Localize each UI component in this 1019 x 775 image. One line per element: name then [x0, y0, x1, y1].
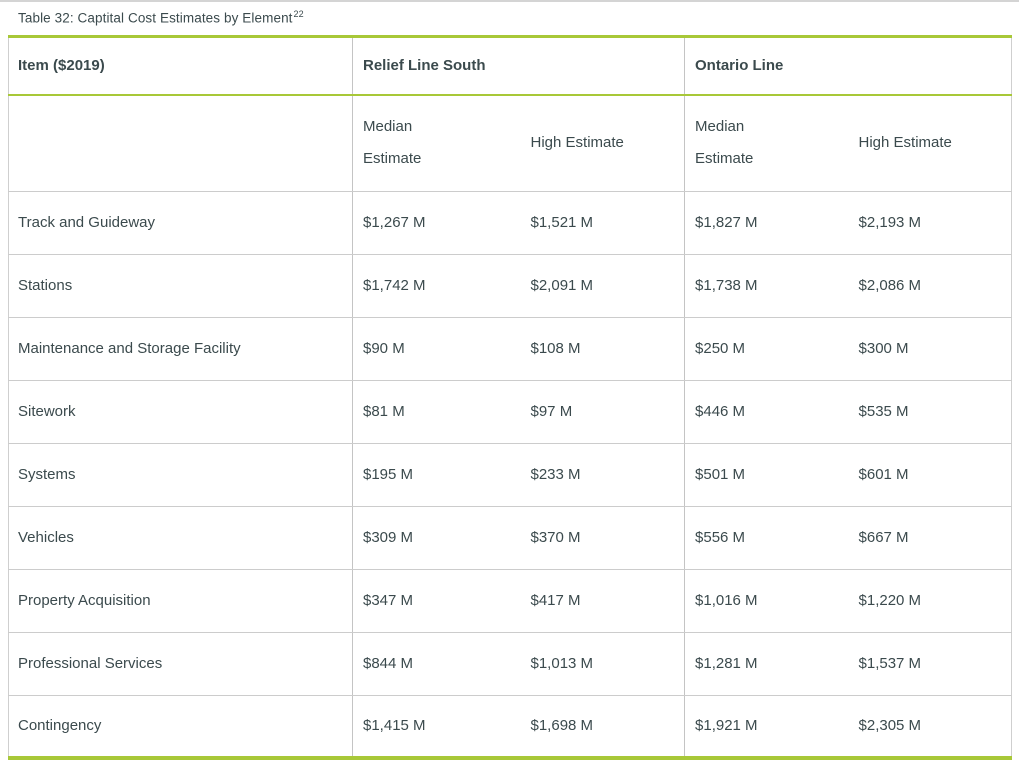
- table-row: Stations $1,742 M $2,091 M $1,738 M $2,0…: [8, 254, 1012, 318]
- item-cell: Vehicles: [8, 506, 353, 570]
- top-divider: [0, 0, 1019, 2]
- value-cell: $1,742 M: [352, 254, 521, 318]
- value-cell: $347 M: [352, 569, 521, 633]
- value-cell: $844 M: [352, 632, 521, 696]
- value-cell: $1,537 M: [848, 632, 1012, 696]
- value-cell: $1,921 M: [684, 695, 849, 759]
- item-cell: Property Acquisition: [8, 569, 353, 633]
- item-cell: Track and Guideway: [8, 191, 353, 255]
- capital-cost-estimates-table: Item ($2019) Relief Line South Ontario L…: [8, 34, 1013, 760]
- value-cell: $2,305 M: [848, 695, 1012, 759]
- value-cell: $233 M: [520, 443, 685, 507]
- value-cell: $535 M: [848, 380, 1012, 444]
- table-row: Property Acquisition $347 M $417 M $1,01…: [8, 569, 1012, 633]
- item-cell: Professional Services: [8, 632, 353, 696]
- item-cell: Sitework: [8, 380, 353, 444]
- value-cell: $556 M: [684, 506, 849, 570]
- item-cell: Stations: [8, 254, 353, 318]
- table-header-row: Item ($2019) Relief Line South Ontario L…: [8, 36, 1012, 96]
- value-cell: $1,220 M: [848, 569, 1012, 633]
- table-row: Professional Services $844 M $1,013 M $1…: [8, 632, 1012, 696]
- value-cell: $195 M: [352, 443, 521, 507]
- value-cell: $2,193 M: [848, 191, 1012, 255]
- value-cell: $446 M: [684, 380, 849, 444]
- value-cell: $1,016 M: [684, 569, 849, 633]
- value-cell: $1,013 M: [520, 632, 685, 696]
- subheader-rls-high-estimate: High Estimate: [520, 95, 685, 192]
- value-cell: $667 M: [848, 506, 1012, 570]
- table-row: Maintenance and Storage Facility $90 M $…: [8, 317, 1012, 381]
- value-cell: $601 M: [848, 443, 1012, 507]
- value-cell: $1,415 M: [352, 695, 521, 759]
- table-row: Systems $195 M $233 M $501 M $601 M: [8, 443, 1012, 507]
- footnote-reference: 22: [293, 9, 304, 19]
- table-row: Sitework $81 M $97 M $446 M $535 M: [8, 380, 1012, 444]
- value-cell: $1,267 M: [352, 191, 521, 255]
- item-cell: Contingency: [8, 695, 353, 759]
- value-cell: $2,086 M: [848, 254, 1012, 318]
- value-cell: $108 M: [520, 317, 685, 381]
- item-cell: Systems: [8, 443, 353, 507]
- value-cell: $370 M: [520, 506, 685, 570]
- value-cell: $417 M: [520, 569, 685, 633]
- header-group-ontario-line: Ontario Line: [684, 36, 1012, 96]
- value-cell: $1,738 M: [684, 254, 849, 318]
- value-cell: $250 M: [684, 317, 849, 381]
- header-group-relief-line-south: Relief Line South: [351, 36, 685, 96]
- value-cell: $1,521 M: [520, 191, 685, 255]
- value-cell: $300 M: [848, 317, 1012, 381]
- value-cell: $2,091 M: [520, 254, 685, 318]
- header-item-column: Item ($2019): [8, 36, 353, 96]
- table-row: Track and Guideway $1,267 M $1,521 M $1,…: [8, 191, 1012, 255]
- table-caption: Table 32: Captital Cost Estimates by Ele…: [0, 2, 1019, 35]
- value-cell: $97 M: [520, 380, 685, 444]
- item-cell: Maintenance and Storage Facility: [8, 317, 353, 381]
- subheader-ol-median-estimate: Median Estimate: [684, 95, 849, 192]
- table-subheader-row: Median Estimate High Estimate Median Est…: [8, 95, 1012, 192]
- value-cell: $1,827 M: [684, 191, 849, 255]
- subheader-empty-cell: [8, 95, 353, 192]
- table-row: Vehicles $309 M $370 M $556 M $667 M: [8, 506, 1012, 570]
- table-row: Contingency $1,415 M $1,698 M $1,921 M $…: [8, 695, 1012, 759]
- value-cell: $90 M: [352, 317, 521, 381]
- value-cell: $81 M: [352, 380, 521, 444]
- subheader-ol-high-estimate: High Estimate: [848, 95, 1012, 192]
- value-cell: $1,281 M: [684, 632, 849, 696]
- value-cell: $1,698 M: [520, 695, 685, 759]
- value-cell: $501 M: [684, 443, 849, 507]
- value-cell: $309 M: [352, 506, 521, 570]
- table-caption-text: Table 32: Captital Cost Estimates by Ele…: [18, 10, 293, 26]
- subheader-rls-median-estimate: Median Estimate: [352, 95, 521, 192]
